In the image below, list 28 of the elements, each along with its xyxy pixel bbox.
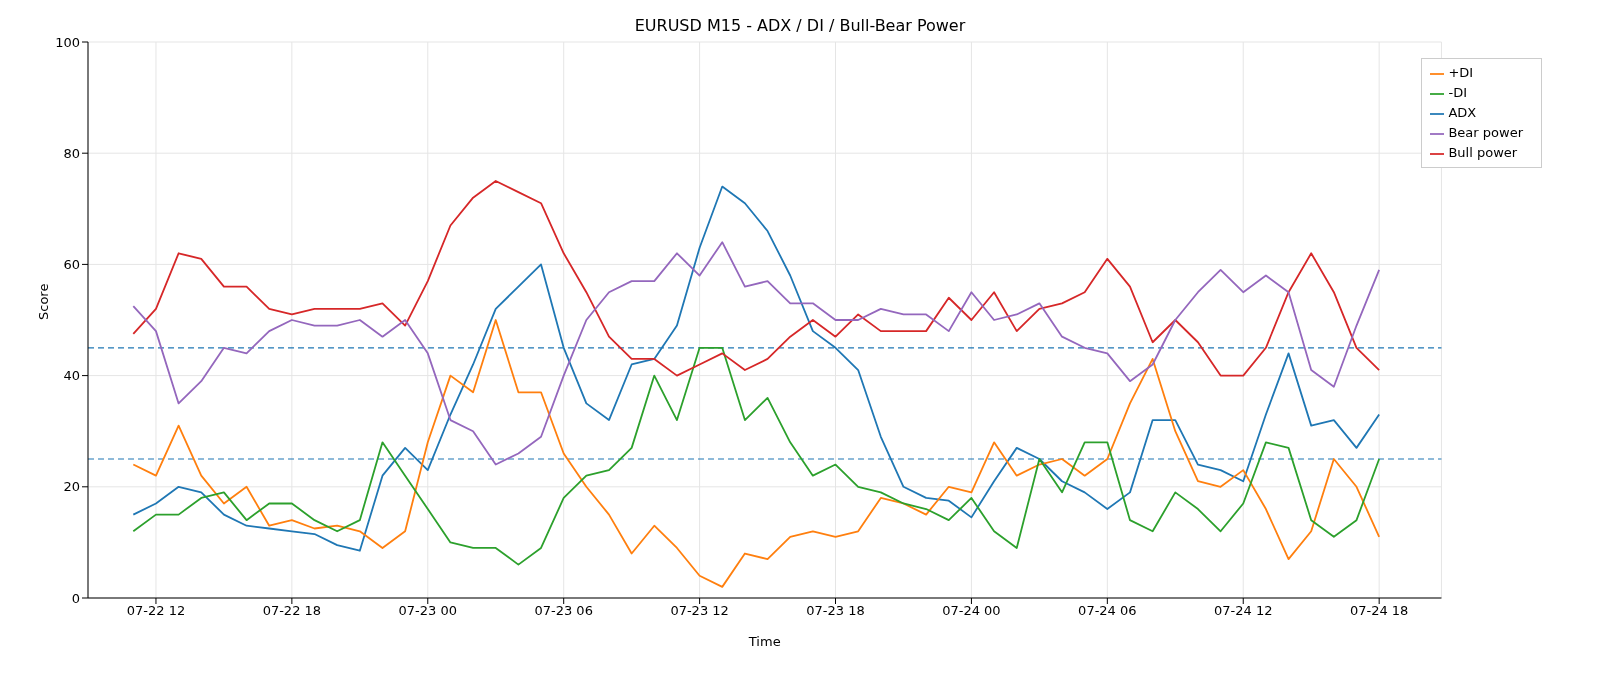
x-tick-label: 07-22 12 [126,603,186,619]
line-series [132,180,1381,377]
x-tick-label: 07-23 12 [670,603,729,619]
x-axis-title: Time [747,634,781,649]
x-tick-label: 07-23 18 [806,603,865,619]
x-tick-label: 07-24 18 [1349,603,1409,619]
y-tick-label: 0 [71,590,80,606]
legend-label: +DI [1448,65,1474,80]
chart-title: EURUSD M15 - ADX / DI / Bull-Bear Power [633,16,967,35]
x-tick-label: 07-24 12 [1214,603,1273,619]
y-axis-title: Score [35,283,51,320]
y-tick-label: 40 [63,368,80,384]
legend-label: Bear power [1448,125,1523,140]
line-series [132,346,1381,566]
x-tick-label: 07-22 18 [262,603,322,619]
x-tick-label: 07-24 06 [1078,603,1137,619]
x-tick-label: 07-23 00 [398,603,458,619]
legend-label: Bull power [1448,145,1518,160]
line-series [132,319,1381,588]
y-tick-label: 20 [63,479,80,495]
x-tick-label: 07-24 00 [942,603,1001,619]
legend-label: ADX [1448,105,1477,120]
line-series [132,241,1381,466]
y-tick-label: 100 [55,34,80,50]
y-tick-label: 80 [63,145,80,161]
y-tick-label: 60 [63,257,80,273]
legend-label: -DI [1448,85,1467,100]
x-tick-label: 07-23 06 [534,603,593,619]
